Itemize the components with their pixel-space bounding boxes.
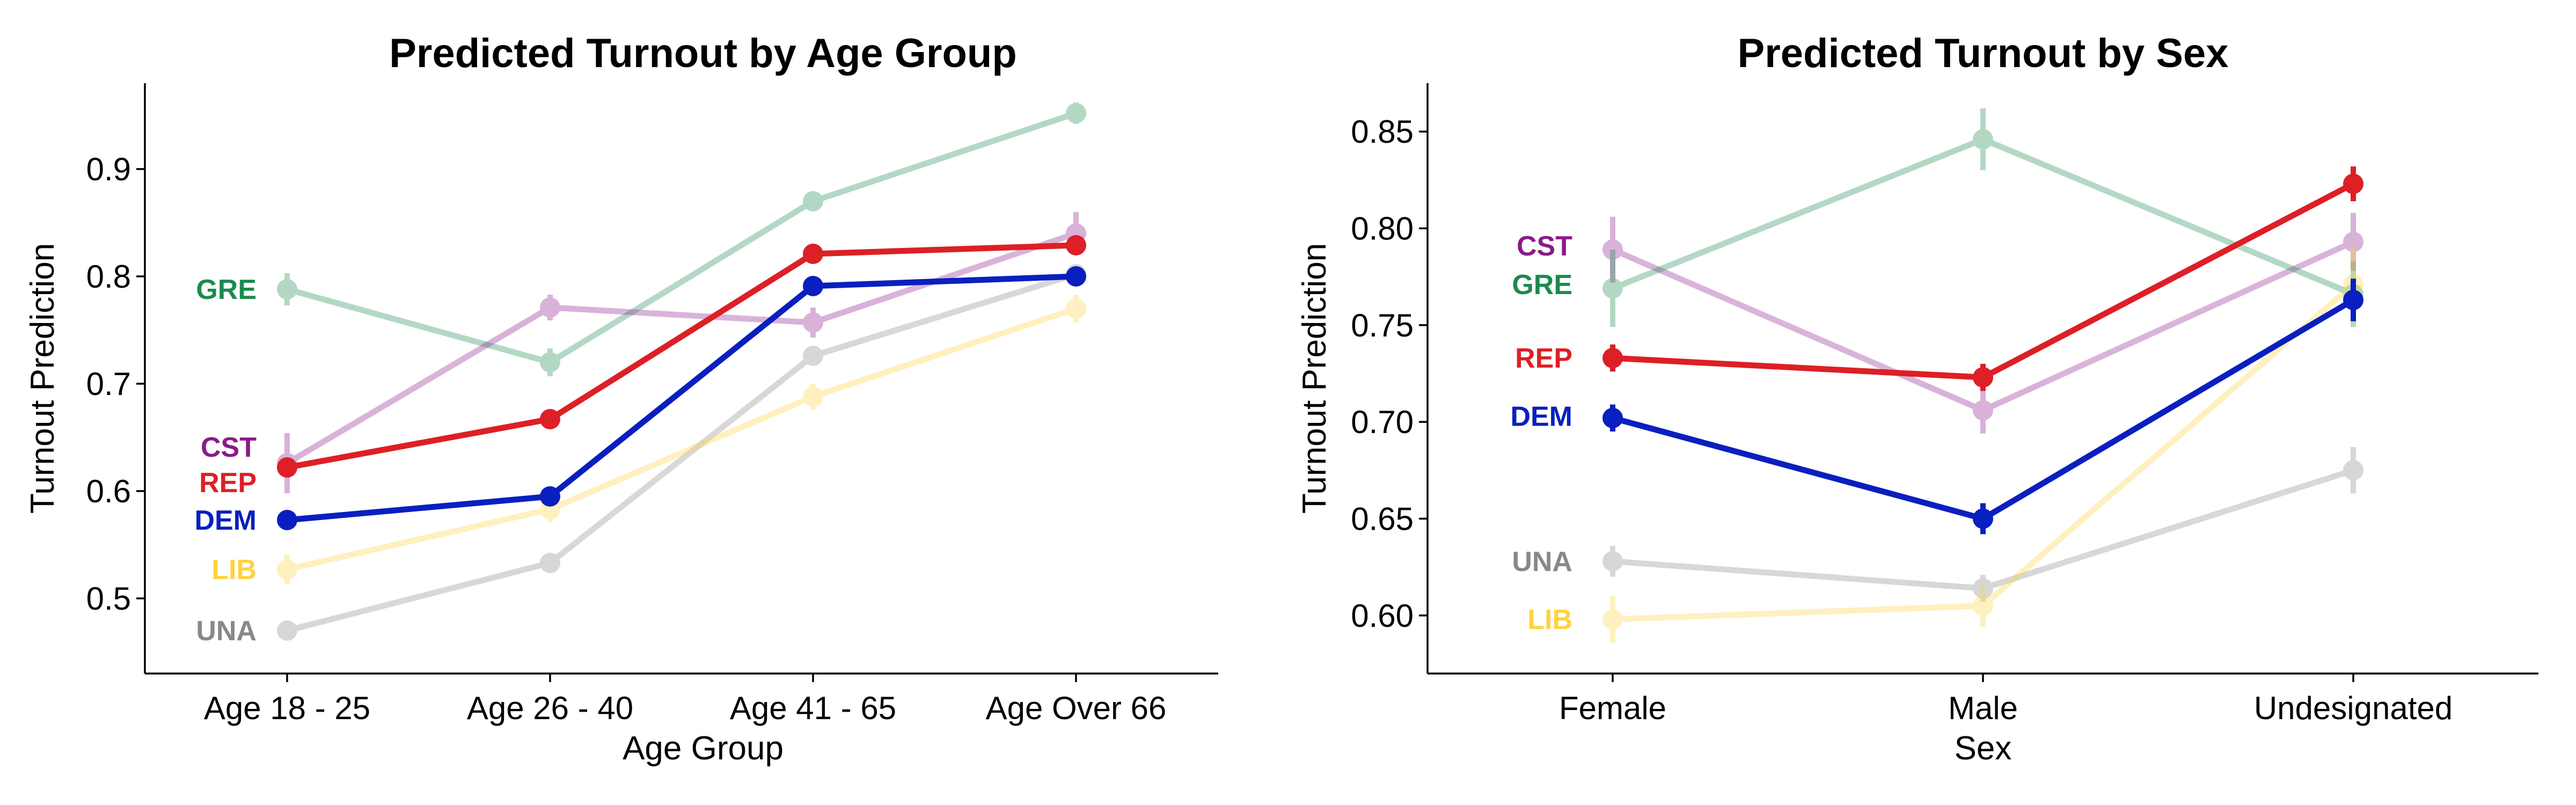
series-line-lib xyxy=(1612,282,2355,623)
chart-title: Predicted Turnout by Sex xyxy=(1738,31,2229,76)
series-line-una xyxy=(1612,467,2354,591)
data-point xyxy=(2343,289,2363,310)
data-point xyxy=(1973,367,1993,388)
party-label-rep: REP xyxy=(199,467,257,499)
y-tick-label: 0.8 xyxy=(86,259,131,295)
data-point xyxy=(1602,348,1623,369)
data-point xyxy=(803,386,823,407)
series-line-cst xyxy=(1611,239,2355,414)
data-point xyxy=(803,276,823,296)
data-point xyxy=(2343,460,2363,481)
series-line-rep xyxy=(1612,181,2355,380)
y-tick-label: 0.85 xyxy=(1351,114,1414,150)
series-line-cst xyxy=(286,230,1077,466)
x-tick-label: Age 26 - 40 xyxy=(467,690,633,726)
y-tick-label: 0.7 xyxy=(86,366,131,402)
data-point xyxy=(1066,266,1086,287)
x-axis-label: Age Group xyxy=(623,730,784,767)
data-point xyxy=(2343,231,2363,252)
data-point xyxy=(1066,298,1086,319)
x-tick-label: Age 18 - 25 xyxy=(204,690,370,726)
series-line-una xyxy=(286,271,1077,634)
data-point xyxy=(2343,173,2363,194)
y-axis-label: Turnout Prediction xyxy=(24,243,61,514)
data-point xyxy=(277,457,297,478)
data-point xyxy=(540,352,560,372)
party-label-lib: LIB xyxy=(1527,604,1572,635)
series-una xyxy=(1602,447,2363,602)
y-tick-label: 0.9 xyxy=(86,151,131,187)
series-rep xyxy=(277,235,1086,478)
data-point xyxy=(277,559,297,580)
data-point xyxy=(540,553,560,573)
sex-chart: 0.60 0.65 0.70 0.75 0.80 0.85 Female Male Undesi… xyxy=(1296,31,2538,767)
y-tick-label: 0.80 xyxy=(1351,210,1414,246)
series-line-rep xyxy=(287,242,1077,471)
data-point xyxy=(277,510,297,530)
data-point xyxy=(803,312,823,333)
y-tick-label: 0.75 xyxy=(1351,308,1414,343)
data-point xyxy=(1066,103,1086,123)
x-tick-label: Male xyxy=(1948,690,2018,726)
y-tick-label: 0.70 xyxy=(1351,404,1414,440)
data-point xyxy=(803,346,823,366)
series-rep xyxy=(1602,166,2363,391)
data-point xyxy=(1602,551,1623,572)
y-tick-label: 0.65 xyxy=(1351,501,1414,537)
series-line-lib xyxy=(286,305,1077,573)
party-label-gre: GRE xyxy=(196,274,257,305)
data-point xyxy=(1602,609,1623,630)
x-tick-label: Female xyxy=(1559,690,1666,726)
party-label-dem: DEM xyxy=(1510,401,1572,432)
data-point xyxy=(803,191,823,211)
data-point xyxy=(1973,129,1993,150)
party-label-lib: LIB xyxy=(211,554,257,586)
data-point xyxy=(540,409,560,429)
party-label-una: UNA xyxy=(196,616,257,647)
data-point xyxy=(277,620,297,641)
series-cst xyxy=(1602,213,2363,434)
y-tick-label: 0.5 xyxy=(86,581,131,617)
x-tick-label: Age Over 66 xyxy=(986,690,1167,726)
data-point xyxy=(1973,595,1993,616)
party-label-dem: DEM xyxy=(194,505,257,536)
series-line-gre xyxy=(1611,136,2355,297)
data-point xyxy=(1602,407,1623,428)
x-axis-label: Sex xyxy=(1955,730,2012,767)
series-gre xyxy=(277,103,1086,376)
data-point xyxy=(540,297,560,318)
party-label-rep: REP xyxy=(1515,343,1572,374)
party-label-una: UNA xyxy=(1512,546,1572,577)
data-point xyxy=(1602,239,1623,260)
data-point xyxy=(540,486,560,507)
party-label-cst: CST xyxy=(1517,231,1572,262)
data-point xyxy=(1973,578,1993,599)
y-tick-label: 0.60 xyxy=(1351,598,1414,634)
x-tick-label: Age 41 - 65 xyxy=(730,690,896,726)
y-tick-label: 0.6 xyxy=(86,473,131,509)
series-dem xyxy=(1602,279,2363,535)
chart-title: Predicted Turnout by Age Group xyxy=(389,31,1017,76)
series-dem xyxy=(277,266,1086,530)
data-point xyxy=(1973,508,1993,529)
party-label-gre: GRE xyxy=(1512,269,1572,301)
series-line-gre xyxy=(286,110,1077,365)
data-point xyxy=(277,279,297,299)
y-axis-label: Turnout Prediction xyxy=(1296,243,1333,514)
series-line-dem xyxy=(287,273,1077,523)
age-group-chart: 0.5 0.6 0.7 0.8 0.9 Age 18 - 25 Age 26 - 40 Age… xyxy=(24,31,1218,767)
data-point xyxy=(1973,400,1993,421)
data-point xyxy=(1066,235,1086,255)
x-tick-label: Undesignated xyxy=(2254,690,2453,726)
data-point xyxy=(803,244,823,264)
party-label-cst: CST xyxy=(201,432,257,463)
data-point xyxy=(1602,278,1623,299)
